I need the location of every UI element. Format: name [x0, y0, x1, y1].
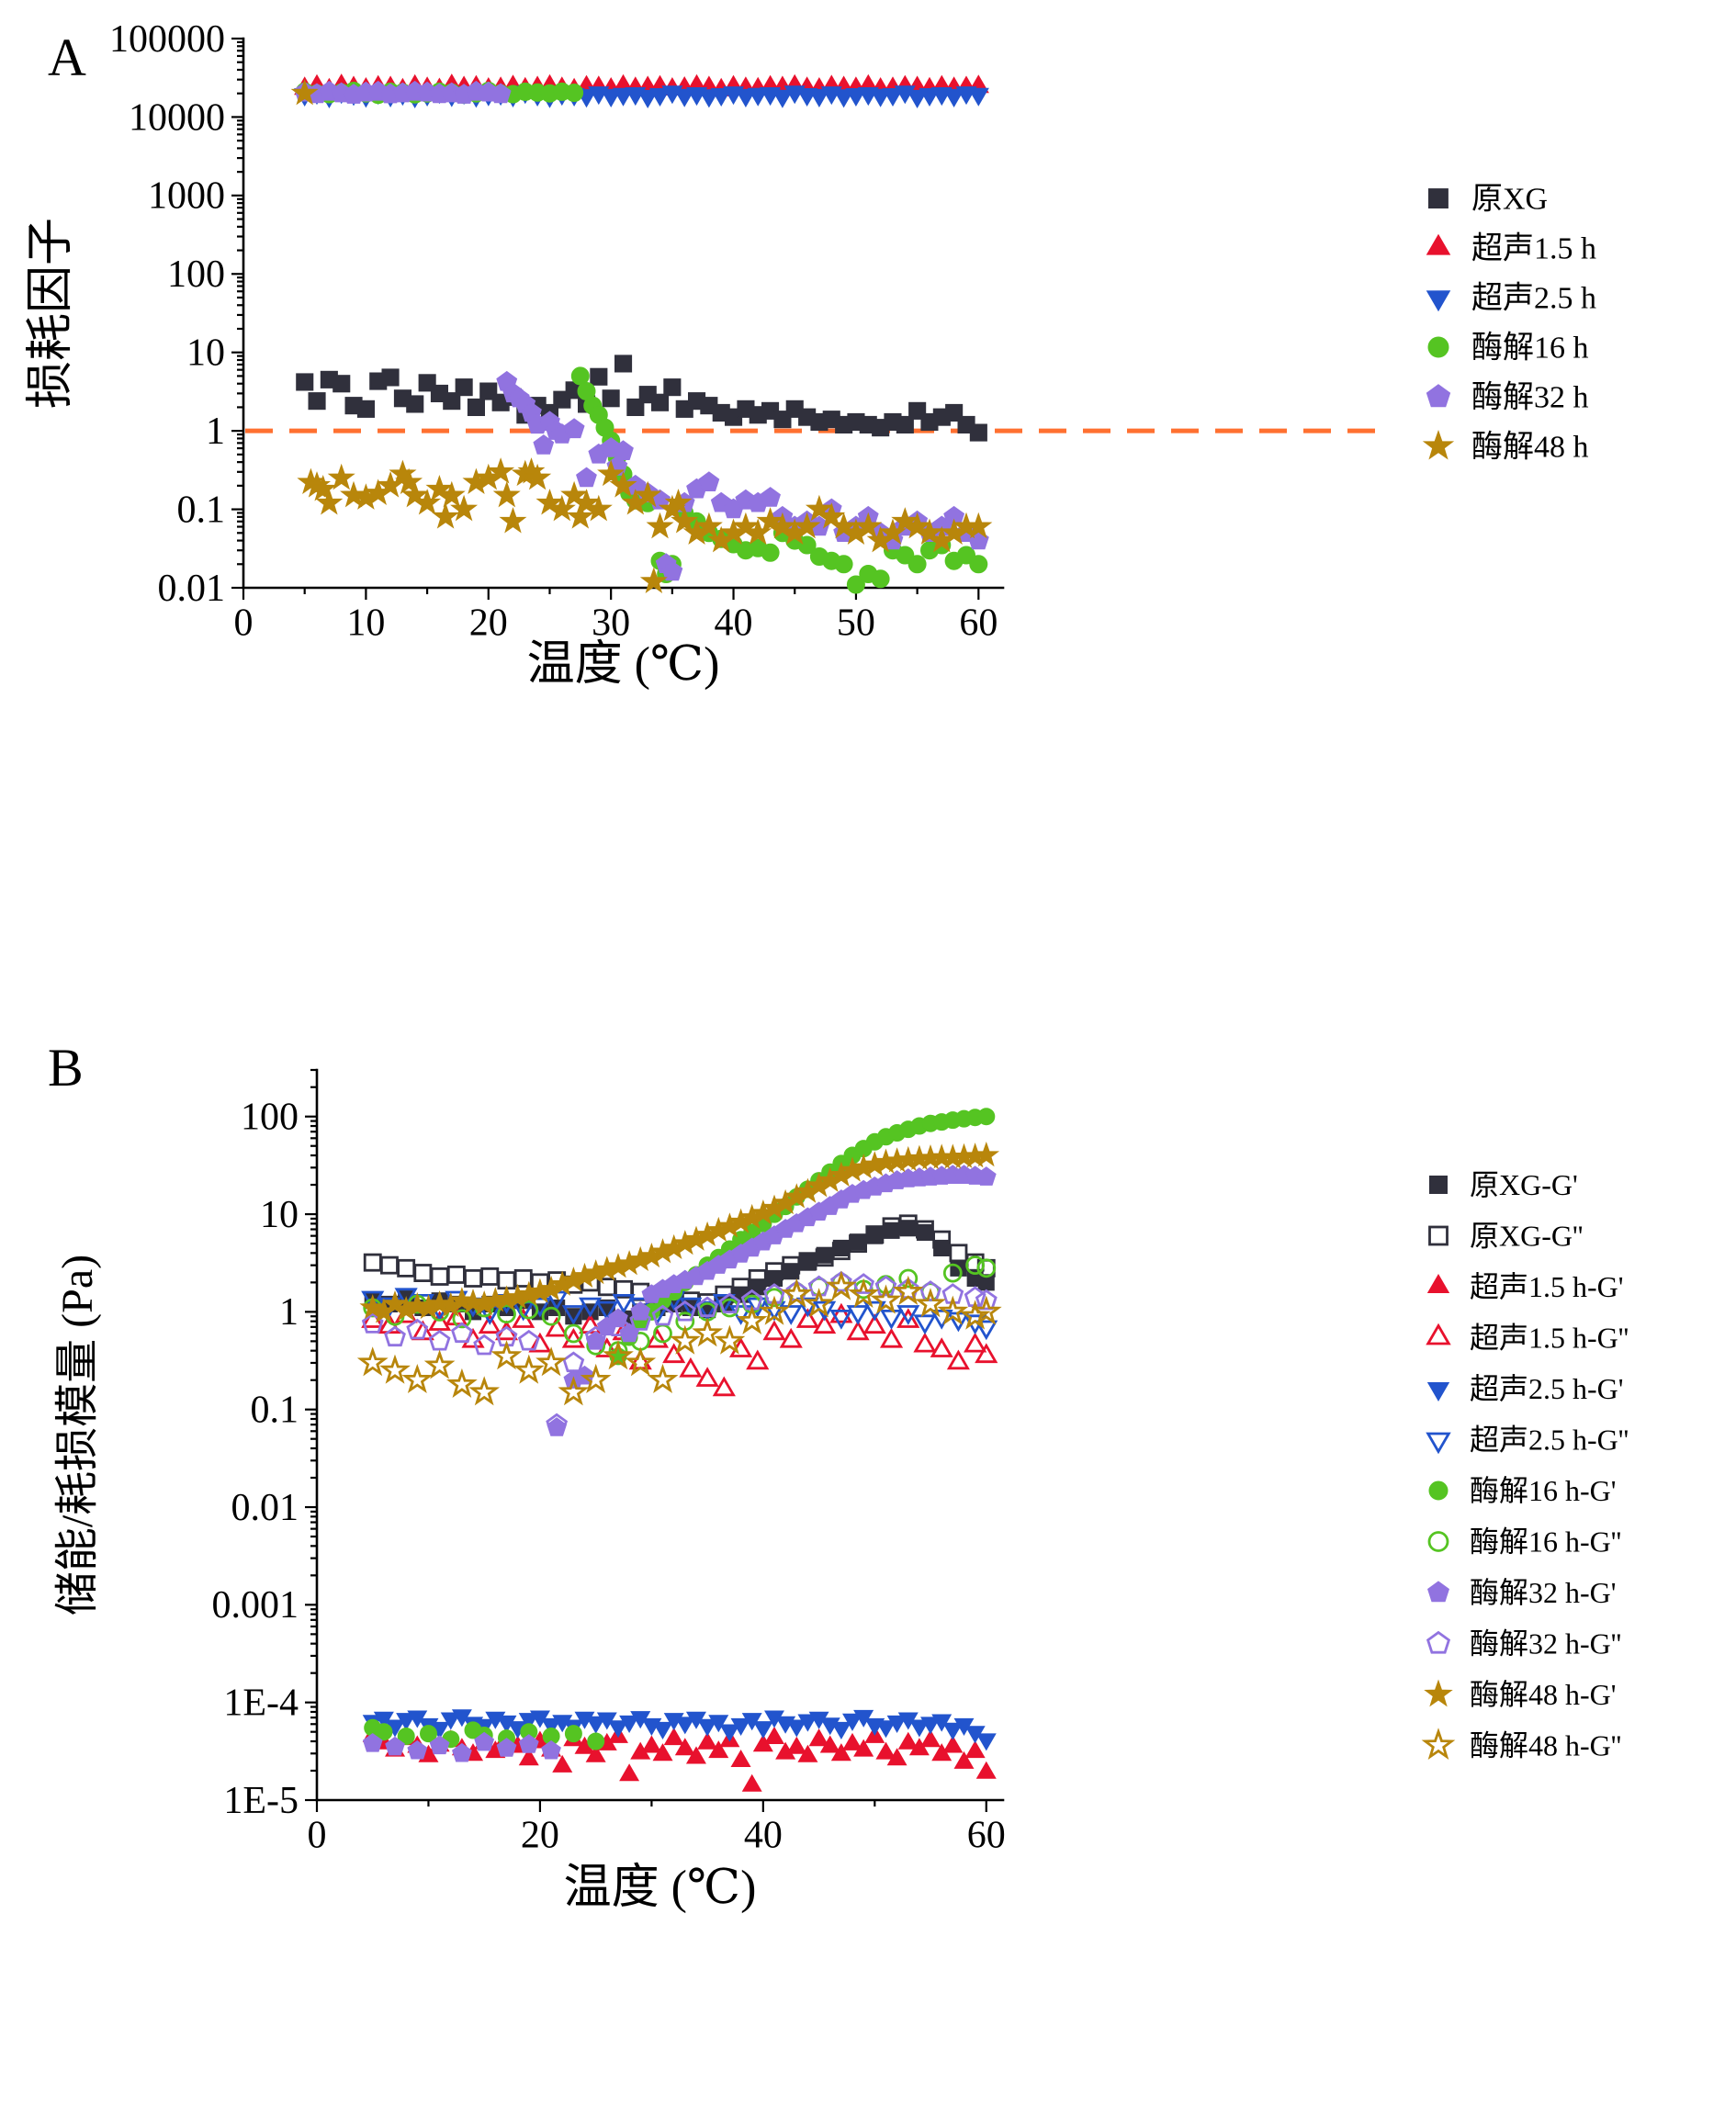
x-tick-label: 10 [346, 602, 385, 645]
panel-b-legend: 原XG-G' 原XG-G'' 超声1.5 h-G' 超声1.5 h-G'' 超声2.5 … [1421, 1168, 1629, 1762]
panel-label-a: A [48, 28, 86, 87]
x-tick-label: 60 [959, 602, 998, 645]
legend-item-ultrasound-2-5h-g-double: 超声2.5 h-G'' [1426, 1423, 1629, 1456]
y-axis-label: 储能/耗损模量 (Pa) [53, 1255, 102, 1615]
legend-item-ultrasound-1-5h-g-double: 超声1.5 h-G'' [1426, 1321, 1629, 1354]
y-axis-label: 损耗因子 [25, 218, 77, 409]
legend-label: 酶解32 h-G' [1470, 1576, 1617, 1609]
legend-item-enzyme-48h-g-double: 酶解48 h-G'' [1421, 1728, 1621, 1762]
legend-item-ultrasound-2-5h: 超声2.5 h [1426, 281, 1596, 316]
legend-label: 酶解16 h-G' [1470, 1474, 1617, 1507]
y-tick-label: 0.001 [212, 1584, 299, 1627]
y-tick-label: 100 [167, 253, 225, 296]
series-ultrasound-2-5h-g-prime [362, 1709, 997, 1751]
legend-item-yuan-xg-g-prime: 原XG-G' [1429, 1168, 1578, 1201]
series-enzyme-48h [290, 78, 993, 594]
series-enzyme-32h-g-prime [362, 1165, 997, 1762]
legend-label: 超声1.5 h [1471, 231, 1596, 266]
legend-item-enzyme-48h: 酶解48 h [1422, 430, 1589, 465]
y-tick-label: 0.01 [158, 568, 226, 610]
legend-label: 原XG-G' [1470, 1168, 1578, 1201]
legend-label: 原XG [1471, 183, 1548, 217]
x-axis-label: 温度 (℃) [527, 638, 720, 691]
legend-label: 酶解48 h-G' [1470, 1678, 1617, 1711]
legend-label: 超声1.5 h-G'' [1470, 1321, 1629, 1354]
x-tick-label: 40 [744, 1815, 783, 1857]
legend-item-enzyme-32h: 酶解32 h [1426, 380, 1589, 415]
y-tick-label: 1E-5 [223, 1780, 299, 1822]
legend-item-enzyme-16h-g-double: 酶解16 h-G'' [1427, 1525, 1621, 1558]
x-tick-label: 20 [521, 1815, 559, 1857]
legend-label: 酶解16 h-G'' [1470, 1525, 1621, 1558]
y-tick-label: 10000 [129, 96, 225, 139]
legend-label: 超声1.5 h-G' [1470, 1270, 1624, 1303]
legend-item-ultrasound-2-5h-g-prime: 超声2.5 h-G' [1426, 1372, 1624, 1405]
legend-label: 酶解32 h [1471, 380, 1589, 415]
y-tick-label: 1 [206, 411, 225, 453]
legend-item-yuan-xg: 原XG [1428, 183, 1548, 217]
x-tick-label: 20 [469, 602, 508, 645]
y-tick-label: 10 [186, 332, 225, 375]
x-tick-label: 0 [234, 602, 254, 645]
legend-label: 超声2.5 h-G'' [1470, 1423, 1629, 1456]
x-tick-label: 40 [715, 602, 753, 645]
panel-a-axes [242, 37, 1005, 590]
y-tick-label: 1E-4 [223, 1683, 299, 1725]
tick-marks [231, 37, 980, 600]
x-axis-label: 温度 (℃) [564, 1862, 757, 1914]
legend-label: 原XG-G'' [1470, 1219, 1584, 1252]
y-tick-label: 0.1 [251, 1390, 299, 1432]
legend-item-enzyme-16h-g-prime: 酶解16 h-G' [1428, 1474, 1617, 1507]
series-enzyme-48h-g-prime [359, 1141, 1000, 1323]
x-tick-label: 30 [592, 602, 630, 645]
legend-label: 超声2.5 h [1471, 281, 1596, 316]
y-tick-label: 0.01 [231, 1487, 299, 1529]
panel-a-loss-factor-chart: 0 10 20 30 40 50 60 100000 10000 1000 100 10 1 0.1 0.0… [25, 18, 1596, 691]
panel-label-b: B [48, 1038, 84, 1098]
y-tick-label: 1000 [148, 175, 225, 218]
x-tick-label: 0 [308, 1815, 327, 1857]
y-tick-label: 1 [279, 1291, 299, 1334]
legend-label: 酶解48 h-G'' [1470, 1728, 1621, 1762]
x-tick-label: 60 [967, 1815, 1006, 1857]
y-tick-label: 100 [241, 1097, 299, 1139]
series-enzyme-16h [295, 82, 988, 594]
legend-item-yuan-xg-g-double: 原XG-G'' [1428, 1219, 1584, 1252]
legend-label: 酶解48 h [1471, 430, 1589, 465]
legend-item-ultrasound-1-5h: 超声1.5 h [1426, 231, 1596, 266]
panel-b-axes [315, 1068, 1005, 1802]
tick-marks [305, 1068, 987, 1812]
panel-a-legend: 原XG 超声1.5 h 超声2.5 h 酶解16 h 酶解32 h 酶解48 h [1422, 183, 1596, 465]
legend-item-ultrasound-1-5h-g-prime: 超声1.5 h-G' [1426, 1270, 1624, 1303]
y-tick-label: 0.1 [177, 489, 226, 531]
series-enzyme-48h-g-double [356, 1270, 1002, 1406]
legend-item-enzyme-32h-g-double: 酶解32 h-G'' [1426, 1627, 1621, 1660]
legend-item-enzyme-32h-g-prime: 酶解32 h-G' [1427, 1576, 1617, 1609]
series-enzyme-16h-g-prime [364, 1108, 996, 1750]
legend-item-enzyme-16h: 酶解16 h [1427, 331, 1589, 366]
legend-item-enzyme-48h-g-prime: 酶解48 h-G' [1424, 1678, 1617, 1711]
legend-label: 酶解32 h-G'' [1470, 1627, 1621, 1660]
x-tick-label: 50 [837, 602, 875, 645]
series-yuan-xg [296, 355, 987, 442]
legend-label: 酶解16 h [1471, 331, 1589, 366]
panel-b-modulus-chart: 0 20 40 60 100 10 1 0.1 0.01 0.001 1E-4 1E-5 温度 (℃) 储… [48, 1038, 1629, 1914]
legend-label: 超声2.5 h-G' [1470, 1372, 1624, 1405]
y-tick-label: 10 [260, 1194, 299, 1236]
y-tick-label: 100000 [109, 18, 225, 61]
